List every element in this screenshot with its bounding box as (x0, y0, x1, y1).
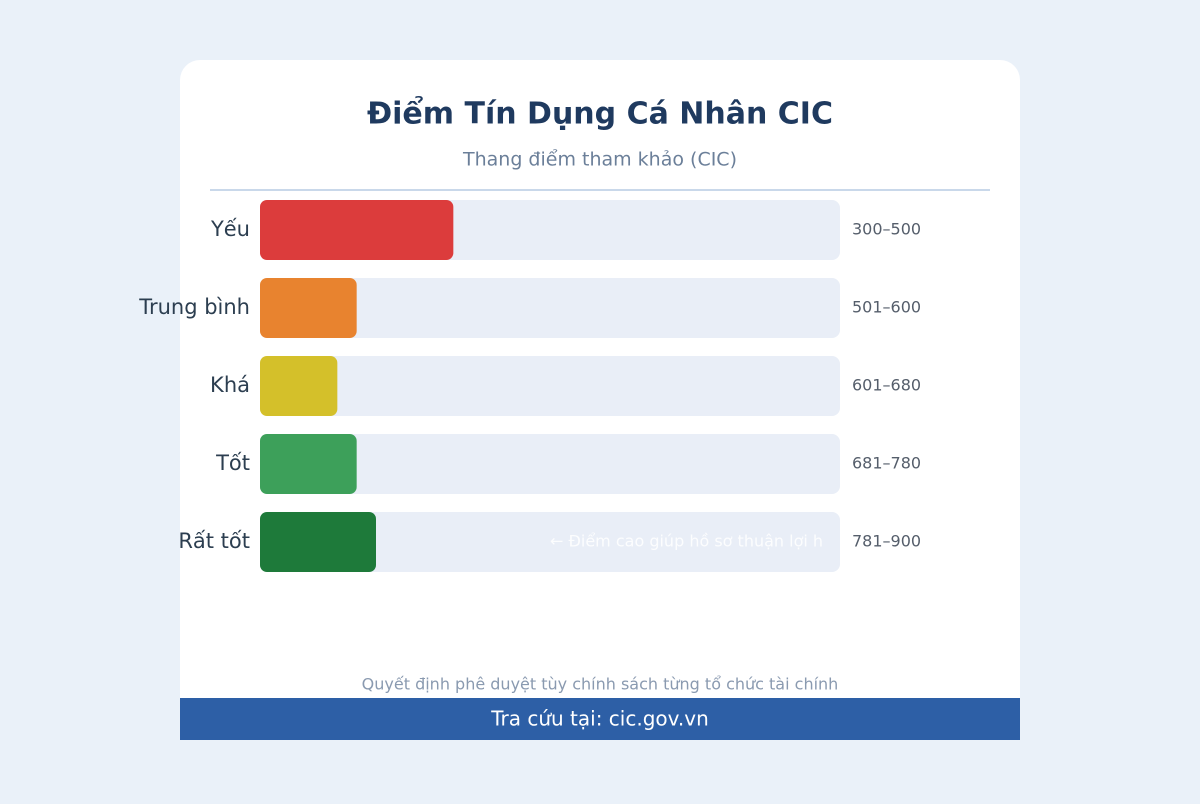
footer-text: Tra cứu tại: cic.gov.vn (490, 707, 709, 731)
range-label: 501–600 (852, 298, 921, 317)
bar (260, 356, 338, 416)
chart-title: Điểm Tín Dụng Cá Nhân CIC (367, 96, 833, 132)
range-label: 601–680 (852, 376, 921, 395)
annotation: ← Điểm cao giúp hồ sơ thuận lợi h (550, 532, 823, 551)
category-label: Khá (210, 373, 250, 397)
range-label: 300–500 (852, 220, 921, 239)
track (260, 356, 840, 416)
bar (260, 512, 376, 572)
track (260, 278, 840, 338)
category-label: Tốt (215, 451, 250, 475)
range-label: 681–780 (852, 454, 921, 473)
track (260, 434, 840, 494)
category-label: Rất tốt (178, 529, 250, 553)
category-label: Yếu (210, 217, 250, 241)
bar (260, 200, 454, 260)
chart-subtitle: Thang điểm tham khảo (CIC) (462, 149, 737, 171)
bar (260, 278, 357, 338)
rows: Yếu 300–500 Trung bình 501–600 Khá 601–680 Tốt… (138, 200, 921, 572)
range-label: 781–900 (852, 532, 921, 551)
footer-bar (180, 698, 1020, 740)
bar (260, 434, 357, 494)
track (260, 512, 840, 572)
category-label: Trung bình (138, 295, 250, 319)
note: Quyết định phê duyệt tùy chính sách từng… (362, 675, 839, 694)
